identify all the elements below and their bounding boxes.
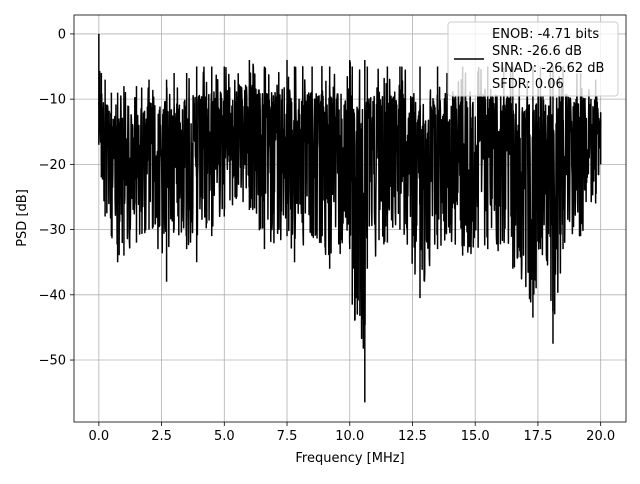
legend: ENOB: -4.71 bits SNR: -26.6 dB SINAD: -2… [447, 21, 619, 97]
x-tick-label: 17.5 [523, 429, 552, 444]
x-tick-label: 15.0 [461, 429, 490, 444]
y-axis-label: PSD [dB] [15, 189, 30, 247]
y-axis-ticks: 0 −10 −20 −30 −40 −50 [39, 27, 74, 369]
x-tick-label: 5.0 [214, 429, 235, 444]
x-tick-label: 7.5 [277, 429, 298, 444]
x-axis-ticks: 0.0 2.5 5.0 7.5 10.0 12.5 15.0 17.5 20.0 [88, 422, 615, 444]
x-tick-label: 2.5 [151, 429, 172, 444]
y-tick-label: −40 [39, 288, 66, 303]
legend-text-sfdr: SFDR: 0.06 [492, 77, 564, 92]
x-tick-label: 20.0 [586, 429, 615, 444]
legend-text-snr: SNR: -26.6 dB [492, 44, 582, 59]
y-tick-label: −20 [39, 158, 66, 173]
y-tick-label: −50 [39, 354, 66, 369]
x-tick-label: 0.0 [88, 429, 109, 444]
x-tick-label: 12.5 [398, 429, 427, 444]
legend-box [447, 21, 619, 97]
y-tick-label: −30 [39, 223, 66, 238]
psd-series [98, 33, 602, 403]
x-tick-label: 10.0 [335, 429, 364, 444]
y-tick-label: −10 [39, 93, 66, 108]
legend-text-enob: ENOB: -4.71 bits [492, 27, 599, 42]
x-axis-label: Frequency [MHz] [295, 451, 404, 466]
legend-text-sinad: SINAD: -26.62 dB [492, 61, 604, 76]
y-tick-label: 0 [58, 27, 66, 42]
